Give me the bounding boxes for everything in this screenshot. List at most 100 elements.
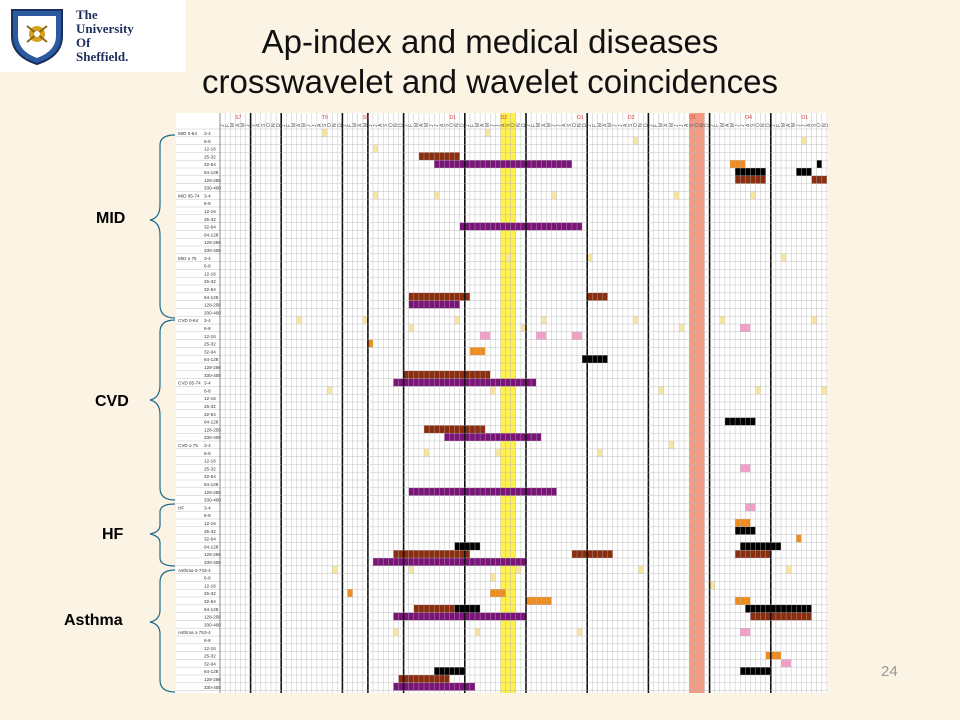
month-label-83: D [643, 123, 649, 127]
period-label-4-4: 32-64 [204, 412, 216, 417]
month-label-14: M [291, 123, 297, 127]
month-label-85: F [654, 124, 660, 127]
period-label-6-6: 128-256 [204, 552, 221, 557]
period-label-5-0: 3-4 [204, 443, 211, 448]
month-label-100: M [730, 123, 736, 127]
group-label-hf: HF [102, 526, 124, 543]
month-label-97: F [715, 124, 721, 127]
month-label-93: O [694, 123, 700, 127]
month-label-1: F [225, 124, 231, 127]
month-label-43: A [439, 123, 445, 127]
month-label-44: S [444, 123, 450, 127]
event-label-0: S7 [235, 115, 241, 121]
month-label-47: D [460, 123, 466, 127]
heatmap-cell-61 [750, 191, 756, 200]
heatmap-cell-19 [735, 550, 771, 558]
period-label-0-7: 330-400 [204, 186, 221, 191]
logo-line-4: Sheffield. [76, 49, 129, 64]
month-label-60: J [526, 124, 532, 127]
heatmap-cell-26 [469, 347, 486, 356]
period-label-7-0: 3-4 [204, 568, 211, 573]
month-label-2: M [230, 123, 236, 127]
period-label-8-0: 3-4 [204, 630, 211, 635]
month-label-25: F [348, 124, 354, 127]
month-label-50: M [475, 123, 481, 127]
month-label-42: J [434, 124, 440, 127]
title-line-1: Ap-index and medical diseases [261, 23, 719, 60]
period-label-3-7: 330-400 [204, 373, 221, 378]
month-label-9: O [266, 123, 272, 127]
period-label-0-1: 6-8 [204, 139, 211, 144]
month-label-17: J [307, 124, 313, 127]
heatmap-cell-34 [745, 604, 812, 613]
period-label-7-3: 25-32 [204, 591, 216, 596]
month-label-98: M [720, 123, 726, 127]
block-label-2: MID ≥ 75 [178, 256, 197, 261]
group-braces [149, 134, 176, 693]
brace-asthma [149, 569, 176, 693]
period-label-3-2: 12-16 [204, 334, 216, 339]
month-label-61: F [531, 124, 537, 127]
month-label-34: N [393, 123, 399, 127]
period-label-2-2: 12-16 [204, 271, 216, 276]
heatmap-cell-40 [765, 651, 781, 660]
heatmap-cell-74 [322, 129, 328, 137]
month-label-118: N [822, 123, 828, 127]
period-label-4-0: 3-4 [204, 381, 211, 386]
month-label-114: J [801, 124, 807, 127]
month-label-84: J [648, 124, 654, 127]
heatmap-cell-56 [811, 316, 817, 324]
period-label-8-7: 330-400 [204, 685, 221, 690]
period-label-1-1: 6-8 [204, 201, 211, 206]
month-label-71: D [582, 123, 588, 127]
heatmap-cell-77 [801, 136, 807, 145]
block-label-5: CVD ≥ 75 [178, 443, 198, 448]
heatmap-cell-79 [505, 253, 511, 262]
period-label-5-2: 12-16 [204, 459, 216, 464]
month-label-113: J [796, 124, 802, 127]
month-label-99: A [725, 123, 731, 127]
heatmap-cell-86 [475, 628, 481, 636]
heatmap-cell-23 [816, 160, 822, 168]
month-label-79: A [623, 123, 629, 127]
heatmap-cell-90 [597, 448, 603, 457]
month-label-94: N [699, 123, 705, 127]
period-label-2-6: 128-256 [204, 303, 221, 308]
month-label-58: N [516, 123, 522, 127]
heatmap-cell-69 [638, 565, 644, 574]
period-label-7-2: 12-16 [204, 583, 216, 588]
period-label-8-1: 6-8 [204, 638, 211, 643]
heatmap-cell-83 [520, 324, 526, 332]
event-label-6: D2 [628, 115, 635, 121]
month-label-116: S [812, 123, 818, 127]
heatmap-cell-60 [673, 191, 679, 200]
month-label-73: F [592, 124, 598, 127]
month-label-31: A [378, 123, 384, 127]
month-label-28: M [363, 123, 369, 127]
heatmap-cell-76 [633, 136, 639, 145]
logo-line-1: The [76, 7, 98, 22]
event-label-8: O4 [745, 115, 752, 121]
event-label-2: S9 [363, 115, 369, 121]
heatmap-cell-91 [668, 441, 674, 449]
month-label-101: J [735, 124, 741, 127]
period-label-6-0: 3-4 [204, 505, 211, 510]
month-label-55: A [501, 123, 507, 127]
highlight-yellow-band [500, 113, 516, 693]
month-label-115: A [807, 123, 813, 127]
period-label-1-0: 3-4 [204, 193, 211, 198]
month-label-67: A [562, 123, 568, 127]
period-label-2-3: 25-32 [204, 279, 216, 284]
period-label-5-1: 6-8 [204, 451, 211, 456]
month-label-53: J [490, 124, 496, 127]
month-label-29: J [368, 124, 374, 127]
month-label-95: D [705, 123, 711, 127]
month-label-59: D [521, 123, 527, 127]
month-label-109: F [776, 124, 782, 127]
period-label-0-2: 12-16 [204, 147, 216, 152]
heatmap-cell-38 [454, 604, 481, 613]
period-label-6-1: 6-8 [204, 513, 211, 518]
heatmap-cell-1 [434, 160, 572, 168]
month-label-13: F [286, 124, 292, 127]
